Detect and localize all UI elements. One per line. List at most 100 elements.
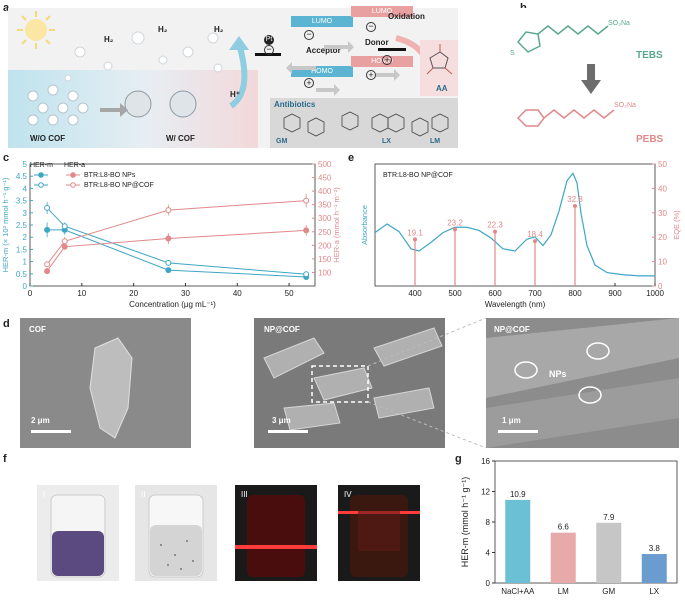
chart-g-ytick-label: 8 (486, 518, 491, 527)
vial-label-1: I (43, 490, 46, 499)
chart-e-y2tick-label: 10 (658, 258, 667, 267)
chart-c-series-line (47, 229, 307, 278)
zoom-guide-lines (368, 318, 486, 448)
chart-c-series-line (46, 229, 307, 272)
chart-g-category-label: LX (649, 587, 659, 596)
chart-g-category-label: GM (602, 587, 615, 596)
sem-image-npcof: NP@COF 3 μm (254, 318, 445, 448)
chart-g-ytick-label: 12 (481, 488, 490, 497)
chart-g-category-label: NaCl+AA (501, 587, 535, 596)
vial-label-4: IV (344, 490, 352, 499)
lumo-donor: LUMO (351, 6, 413, 17)
panel-label-e: e (348, 152, 355, 164)
chart-g-ylabel: HER-m (mmol h⁻¹ g⁻¹) (460, 477, 470, 568)
lx-label: LX (382, 138, 391, 145)
electron-mark-pt: − (264, 45, 274, 55)
electron-mark-donor: − (366, 22, 376, 32)
legend-npcof: BTR:L8-BO NP@COF (84, 182, 154, 189)
chart-c-point (303, 227, 310, 234)
panel-label-c: c (3, 152, 10, 164)
cof-crystal-graphic (89, 337, 133, 439)
chart-c-point (165, 207, 172, 214)
chart-c-ytick-label: 1 (23, 258, 28, 267)
chart-c-xtick-label: 50 (285, 289, 294, 298)
chart-c-y2tick-label: 200 (318, 241, 332, 250)
donor-oxidation-level (378, 48, 406, 51)
tebs-label: TEBS (636, 50, 663, 61)
chart-c-y2tick-label: 500 (318, 160, 332, 169)
oxidation-label: Oxidation (388, 12, 425, 21)
schematic-panel-a: H₂ H₂ H₂ W/O COF W/ COF H⁺ Pt − LUMO LUM… (8, 6, 458, 148)
tebs-s-atom: S (510, 50, 515, 57)
bubbles-graphic (27, 31, 223, 126)
vial-1-graphic (50, 494, 106, 578)
sem-label-npcof: NP@COF (264, 325, 300, 334)
chart-c-y2tick-label: 350 (318, 201, 332, 210)
h2-label-3: H₂ (214, 25, 224, 34)
scale-bar-3 (498, 430, 538, 433)
sem-image-cof: COF 2 μm (20, 318, 191, 448)
chart-c-point (44, 261, 51, 268)
scale-text-3: 1 μm (502, 416, 521, 425)
chart-c-point (44, 268, 51, 275)
chart-e-eqe-point (453, 227, 457, 232)
chart-c-ytick-label: 3.5 (16, 197, 28, 206)
chart-g-bar-label: 6.6 (558, 523, 570, 532)
vial-label-3: III (241, 490, 248, 499)
hole-mark-acceptor: + (304, 78, 314, 88)
chart-c-xtick-label: 0 (28, 289, 33, 298)
chart-c-point (61, 238, 68, 245)
chart-c-legend-marker (70, 172, 76, 178)
tebs-structure (516, 25, 609, 53)
lm-label: LM (430, 138, 441, 145)
h2-label-2: H₂ (158, 25, 168, 34)
wo-cof-label: W/O COF (30, 134, 66, 143)
chart-c-ytick-label: 5 (23, 160, 28, 169)
chart-c-ytick-label: 2 (23, 233, 28, 242)
panel-label-a: a (3, 2, 10, 14)
antibiotic-structures (283, 111, 449, 137)
zoom-surface-graphic (486, 318, 679, 448)
chart-e-xtick-label: 600 (488, 289, 502, 298)
chart-e-ylabel: Absorbance (360, 205, 369, 245)
scale-text-2: 3 μm (272, 416, 291, 425)
chart-e-xtick-label: 700 (528, 289, 542, 298)
chart-e-xtick-label: 800 (568, 289, 582, 298)
hole-mark-donor: + (366, 70, 376, 80)
chart-e-y2tick-label: 30 (658, 209, 667, 218)
chart-c-ytick-label: 4 (23, 184, 28, 193)
chart-c-y2tick-label: 150 (318, 255, 332, 264)
chart-c-point (165, 267, 172, 274)
vial-photo-3: III (235, 485, 317, 581)
chart-c-y2tick-label: 400 (318, 187, 332, 196)
legend-np: BTR:L8-BO NPs (84, 172, 136, 179)
chart-c-series-line (46, 207, 307, 275)
chart-c-y2tick-label: 250 (318, 228, 332, 237)
sem-label-cof: COF (29, 325, 46, 334)
chart-c-point (44, 204, 51, 211)
structures-panel-b: SO₃Na S TEBS SO₃Na PEBS (496, 8, 678, 148)
donor-label: Donor (365, 38, 389, 47)
electron-mark-acceptor: − (304, 30, 314, 40)
chart-c-point (61, 223, 68, 230)
chart-e-xtick-label: 900 (608, 289, 622, 298)
scale-bar-1 (31, 430, 71, 433)
lumo-acceptor: LUMO (291, 16, 353, 27)
chart-e-xlabel: Wavelength (nm) (485, 300, 546, 309)
vial-3-graphic (235, 495, 317, 577)
h2-label-1: H₂ (104, 35, 114, 44)
chart-c-point (165, 235, 172, 242)
chart-g-bar (641, 554, 667, 583)
chart-e-absorbance-line (374, 172, 655, 277)
chart-c-ytick-label: 1.5 (16, 245, 28, 254)
chart-e-eqe-label: 23.2 (447, 218, 463, 227)
chart-e-y2tick-label: 0 (658, 282, 663, 291)
electron-arrow-graphic (229, 36, 249, 109)
nps-label: NPs (549, 369, 567, 379)
chart-c-legend-marker (38, 182, 44, 188)
chart-c-ytick-label: 0 (23, 282, 28, 291)
gm-label: GM (276, 138, 288, 145)
chart-c-xlabel: Concentration (μg mL⁻¹) (129, 300, 216, 309)
chart-e-eqe-point (533, 239, 537, 244)
charge-transfer-arrows (286, 35, 431, 96)
